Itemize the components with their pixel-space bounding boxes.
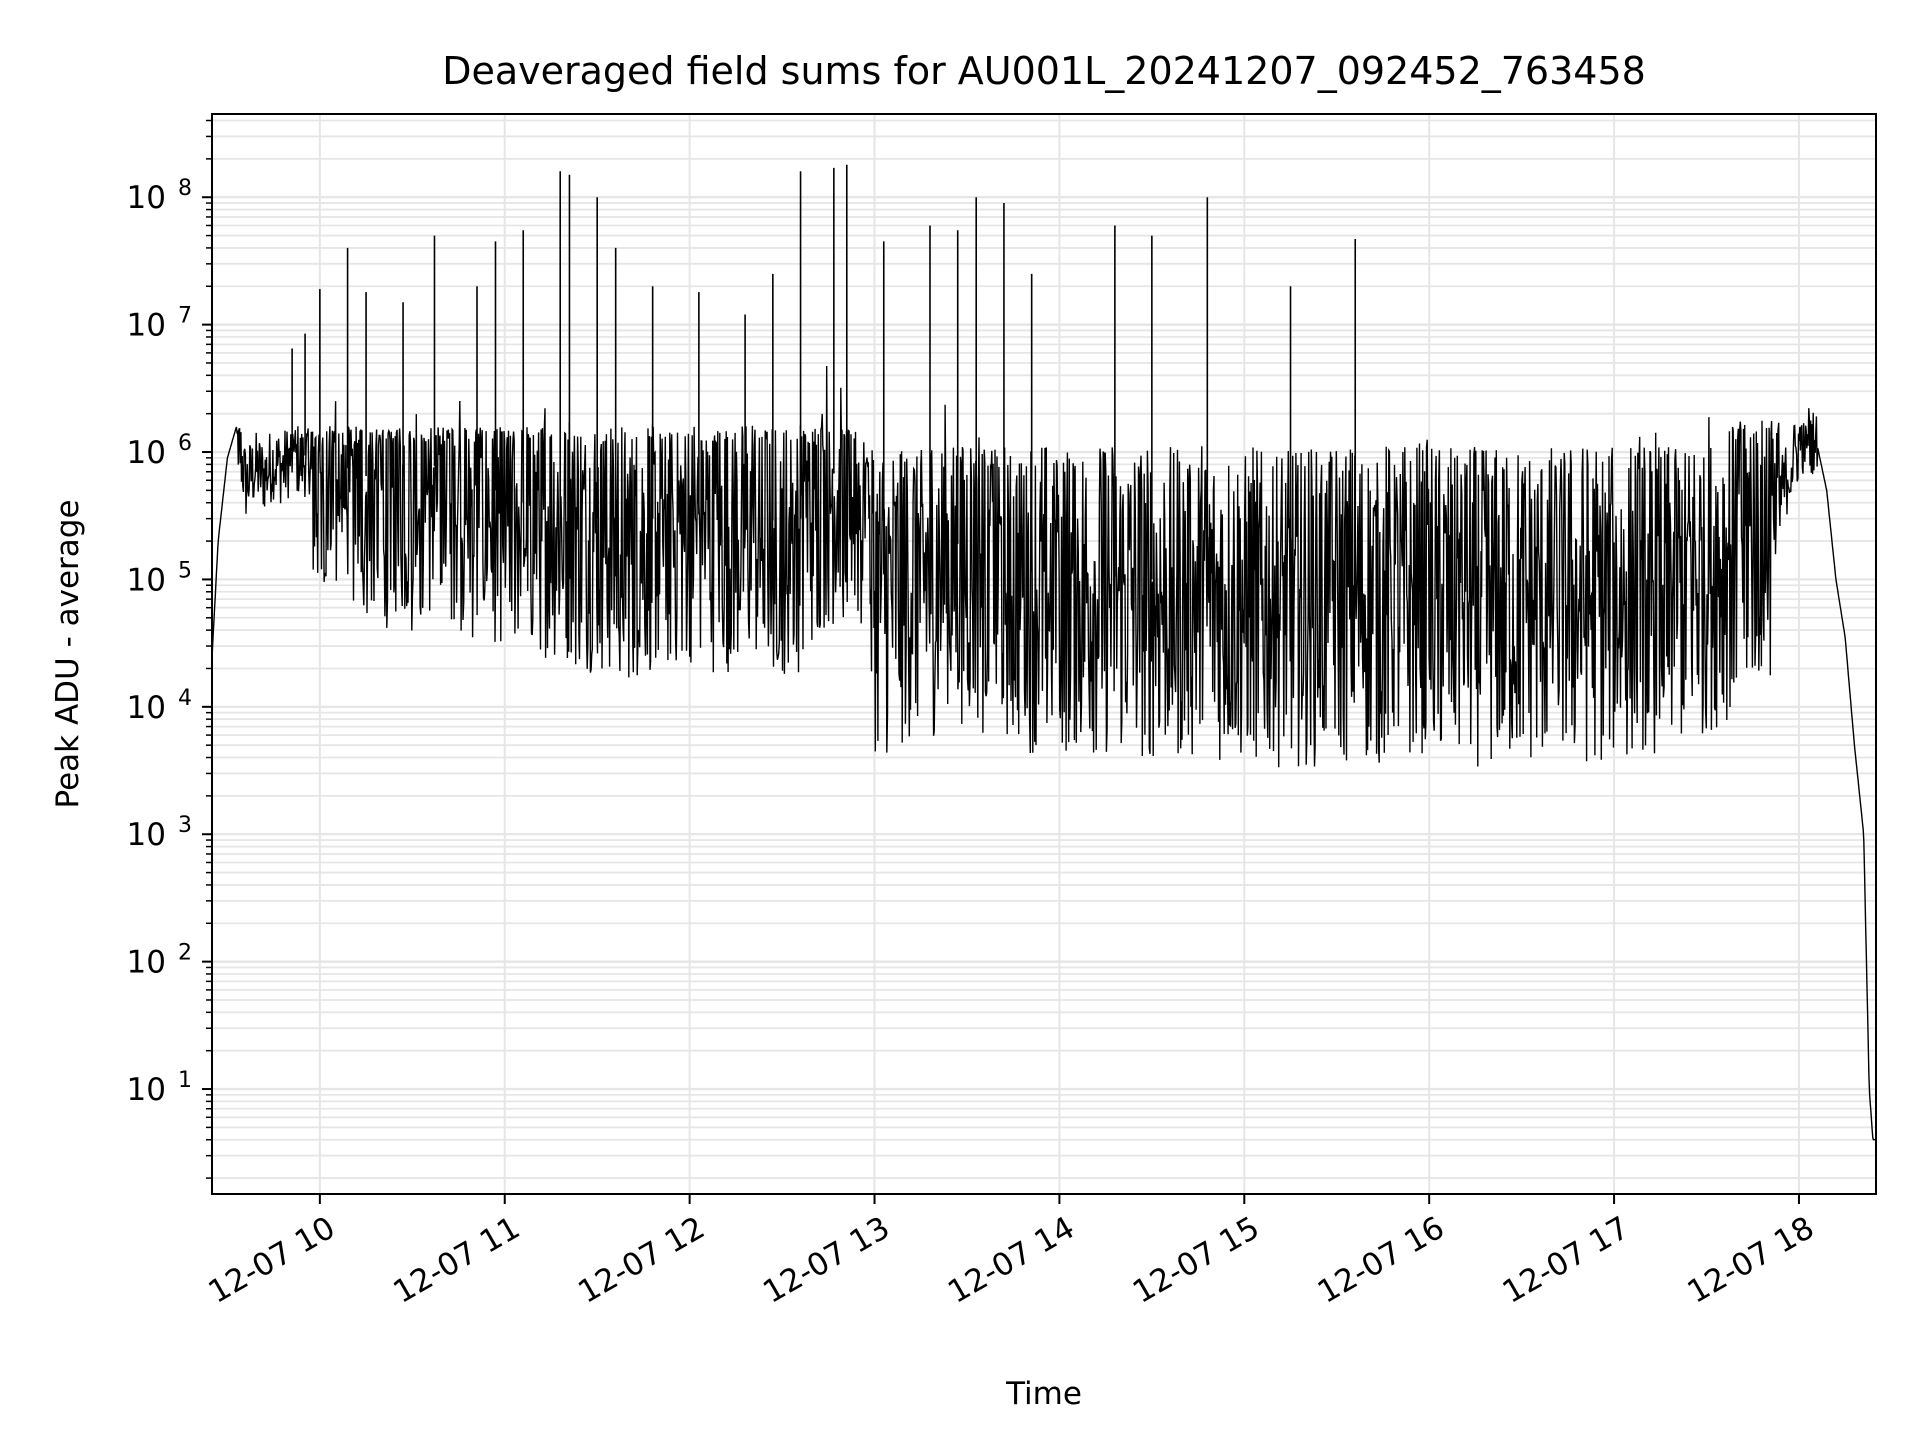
y-tick-exponent: 1 <box>178 1068 192 1093</box>
minor-grid <box>212 119 1876 1179</box>
plot-frame <box>211 113 1877 1195</box>
y-tick-label: 10 <box>127 817 166 853</box>
data-line <box>211 365 1877 1141</box>
y-tick-label: 10 <box>127 308 166 344</box>
y-tick-exponent: 7 <box>178 304 192 329</box>
y-tick-label: 10 <box>127 690 166 726</box>
y-tick-label: 10 <box>127 945 166 981</box>
major-grid <box>212 114 1876 1194</box>
y-tick-label: 10 <box>127 562 166 598</box>
x-axis-label: Time <box>1005 1376 1082 1412</box>
y-tick-exponent: 5 <box>178 558 192 583</box>
y-tick-exponent: 3 <box>178 813 192 838</box>
y-axis-label: Peak ADU - average <box>50 499 86 808</box>
y-tick-exponent: 8 <box>178 176 192 201</box>
plot-area <box>211 164 1877 1141</box>
y-tick-exponent: 2 <box>178 941 192 966</box>
y-tick-label: 10 <box>127 435 166 471</box>
chart-title: Deaveraged field sums for AU001L_2024120… <box>442 49 1646 93</box>
y-tick-exponent: 6 <box>178 431 192 456</box>
y-tick-exponent: 4 <box>178 686 192 711</box>
y-tick-label: 10 <box>127 180 166 216</box>
y-axis: 10 1 10 2 10 3 10 4 10 5 10 6 10 7 10 8 <box>127 119 212 1179</box>
y-tick-label: 10 <box>127 1072 166 1108</box>
